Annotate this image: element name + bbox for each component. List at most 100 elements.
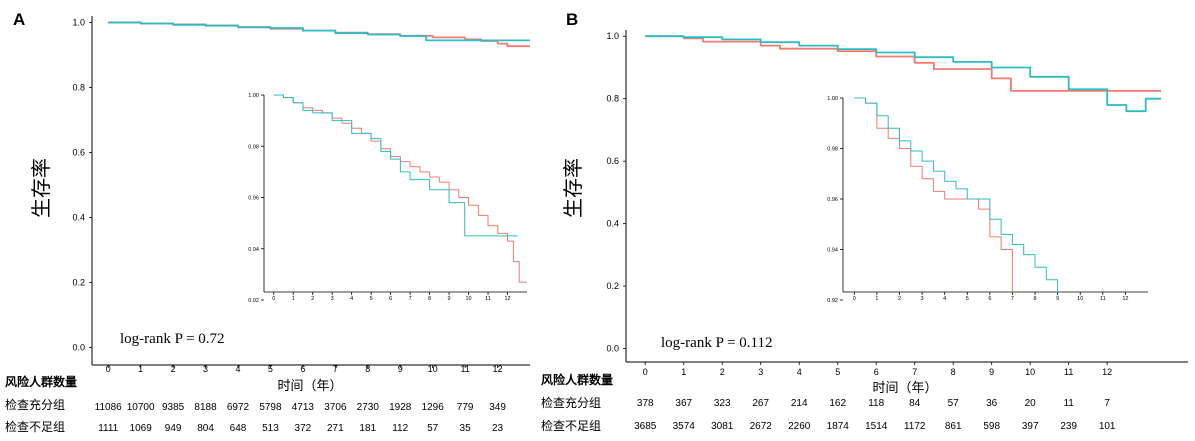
risk-count-inadequate: 101: [1099, 421, 1116, 432]
y-tick-label: 0.6: [606, 156, 619, 166]
risk-row-label-adequate: 检查充分组: [541, 395, 601, 410]
risk-count-inadequate: 3685: [634, 421, 657, 432]
x-tick-label: 7: [1011, 296, 1014, 302]
x-tick-label: 0: [106, 364, 111, 374]
survival-curve-red: [854, 97, 1013, 293]
x-tick-label: 9: [398, 364, 403, 374]
x-tick-label: 12: [504, 296, 510, 302]
risk-count-adequate: 10700: [127, 402, 155, 413]
risk-count-inadequate: 648: [230, 423, 247, 434]
risk-table-counts: 0110861111110700106929385949381888044697…: [95, 364, 507, 434]
risk-count-inadequate: 1111: [98, 423, 118, 434]
x-tick-label: 4: [943, 296, 946, 302]
risk-count-inadequate: 1172: [904, 421, 926, 432]
x-tick-label: 5: [268, 364, 273, 374]
x-tick-label: 11: [1100, 296, 1106, 302]
y-tick-label: 0.4: [606, 219, 619, 229]
y-axis-title: 生存率: [30, 158, 53, 218]
survival-curve-teal: [108, 21, 530, 42]
risk-count-adequate: 118: [868, 398, 884, 409]
risk-count-adequate: 8188: [194, 402, 217, 413]
y-tick-label: 0.0: [72, 342, 85, 352]
survival-curve-red: [108, 21, 530, 48]
x-tick-label: 2: [720, 367, 725, 377]
x-tick-label: 5: [835, 367, 840, 377]
survival-curve-red: [273, 94, 527, 283]
risk-count-adequate: 9385: [162, 402, 185, 413]
x-tick-label: 12: [493, 364, 503, 374]
x-tick-label: 6: [300, 364, 305, 374]
survival-curve-red: [645, 35, 1162, 92]
risk-count-adequate: 349: [489, 402, 506, 413]
risk-count-inadequate: 271: [327, 423, 344, 434]
y-tick-label: 0.98: [827, 147, 838, 153]
risk-count-adequate: 378: [637, 398, 654, 409]
risk-count-inadequate: 181: [359, 423, 376, 434]
risk-row-label-inadequate: 检查不足组: [5, 419, 65, 434]
x-tick-label: 5: [966, 296, 969, 302]
x-tick-label: 11: [1064, 367, 1073, 377]
y-tick-label: 1.00: [827, 96, 838, 102]
risk-count-adequate: 84: [909, 398, 921, 409]
x-tick-label: 5: [370, 296, 373, 302]
x-tick-label: 9: [448, 296, 451, 302]
risk-table-title: 风险人群数量: [5, 374, 77, 389]
x-tick-label: 7: [409, 296, 412, 302]
x-tick-label: 12: [1102, 367, 1112, 377]
risk-count-inadequate: 112: [392, 423, 408, 434]
x-tick-label: 6: [988, 296, 991, 302]
risk-count-inadequate: 949: [165, 423, 182, 434]
y-tick-group: 0.0 0.2 0.4 0.6 0.8 1.0: [606, 31, 626, 354]
x-axis-title: 时间（年）: [277, 378, 342, 393]
y-tick-label: 0.0: [606, 344, 619, 354]
risk-count-inadequate: 372: [295, 423, 312, 434]
x-tick-label: 10: [465, 296, 471, 302]
x-tick-label: 4: [797, 367, 802, 377]
y-tick-label: 0.2: [72, 277, 85, 287]
survival-curves: [645, 35, 1162, 113]
risk-count-inadequate: 513: [262, 423, 279, 434]
risk-count-adequate: 11: [1063, 398, 1074, 409]
x-tick-group: [644, 362, 1108, 365]
risk-count-adequate: 6972: [227, 402, 250, 413]
x-tick-group: [107, 365, 498, 368]
x-tick-label: 6: [874, 367, 879, 377]
panel-a: A 生存率 0.00.20.40.60.81.0 0.920.940.960.9…: [5, 10, 530, 434]
risk-row-label-inadequate: 检查不足组: [541, 418, 601, 433]
x-tick-label: 0: [272, 296, 275, 302]
panel-b: B 生存率 0.00.20.40.60.81.0 0.920.940.960.9…: [541, 10, 1188, 433]
x-tick-label: 2: [311, 296, 314, 302]
y-tick-label: 0.96: [248, 196, 259, 202]
x-tick-label: 2: [171, 364, 176, 374]
x-tick-label: 4: [350, 296, 353, 302]
x-tick-label: 10: [1025, 367, 1035, 377]
risk-count-adequate: 7: [1104, 398, 1110, 409]
risk-table-counts: 0378368513673574232330813267267242142260…: [634, 367, 1116, 432]
x-tick-label: 10: [428, 364, 438, 374]
x-tick-label: 3: [203, 364, 208, 374]
y-tick-label: 0.8: [606, 94, 619, 104]
x-tick-label: 1: [292, 296, 295, 302]
survival-curve-teal: [273, 94, 518, 237]
survival-curve-teal: [645, 35, 1162, 113]
x-tick-label: 0: [643, 367, 648, 377]
y-tick-label: 1.00: [248, 93, 259, 99]
x-tick-label: 1: [681, 367, 686, 377]
risk-count-adequate: 214: [791, 398, 808, 409]
y-tick-label: 0.6: [72, 147, 85, 157]
risk-count-adequate: 323: [714, 398, 731, 409]
y-tick-label: 0.4: [72, 212, 85, 222]
risk-count-inadequate: 2260: [788, 421, 811, 432]
risk-count-adequate: 2730: [357, 402, 380, 413]
survival-curve-teal: [854, 97, 1059, 293]
risk-count-inadequate: 598: [983, 421, 1000, 432]
x-tick-label: 11: [485, 296, 491, 302]
risk-count-adequate: 20: [1025, 398, 1037, 409]
risk-count-inadequate: 397: [1022, 421, 1039, 432]
risk-count-adequate: 267: [752, 398, 769, 409]
risk-count-adequate: 3706: [324, 402, 347, 413]
risk-count-adequate: 4713: [292, 402, 315, 413]
risk-table-title: 风险人群数量: [541, 372, 613, 387]
risk-count-adequate: 1928: [389, 402, 412, 413]
